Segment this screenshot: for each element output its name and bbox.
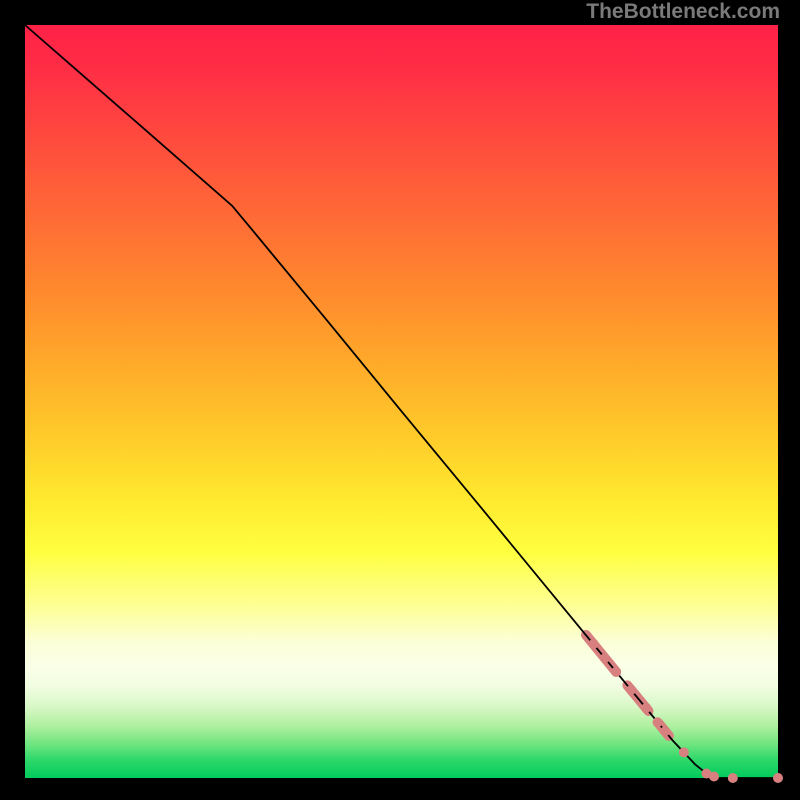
data-marker [600, 653, 610, 663]
plot-gradient-background [25, 25, 778, 778]
data-marker [773, 773, 783, 783]
data-marker [679, 747, 689, 757]
data-marker [660, 726, 670, 736]
watermark-text: TheBottleneck.com [586, 0, 780, 24]
data-marker [641, 703, 651, 713]
data-marker [589, 639, 599, 649]
data-marker [728, 773, 738, 783]
data-marker [626, 685, 636, 695]
data-marker [709, 771, 719, 781]
data-marker [653, 717, 663, 727]
data-marker [611, 667, 621, 677]
bottleneck-chart [0, 0, 800, 800]
